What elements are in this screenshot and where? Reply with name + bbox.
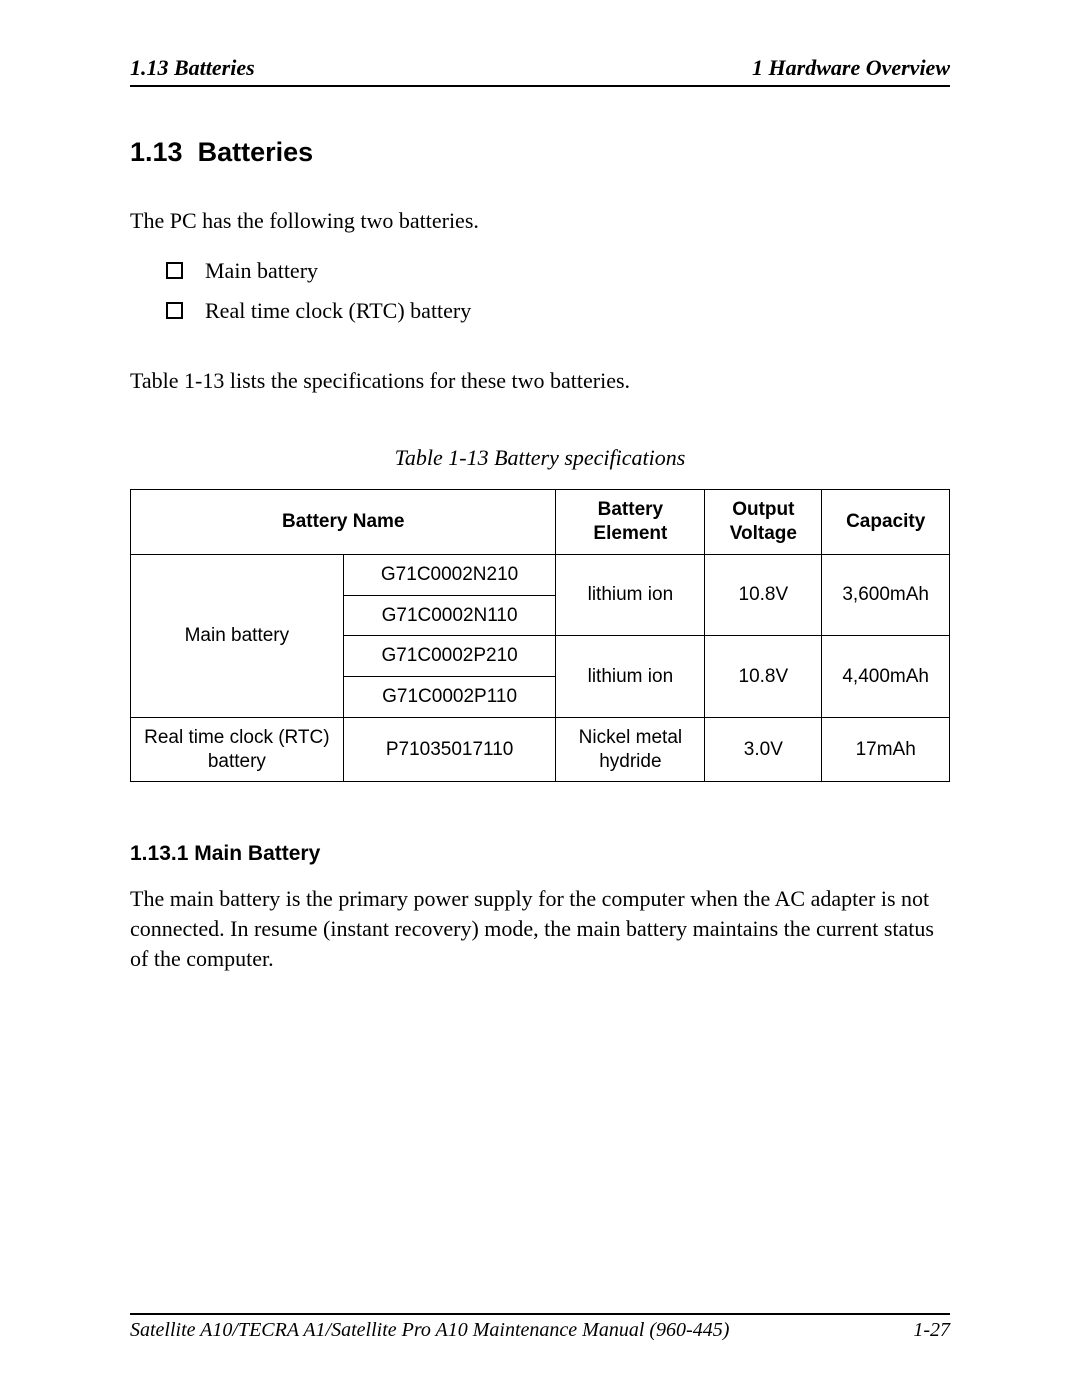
cell-capacity: 4,400mAh [822,636,950,718]
table-lead: Table 1-13 lists the specifications for … [130,366,950,396]
cell-element: Nickel metal hydride [556,717,705,782]
cell-element: lithium ion [556,554,705,636]
cell-part-number: G71C0002N210 [343,554,556,595]
list-item-label: Real time clock (RTC) battery [205,298,471,324]
cell-voltage: 10.8V [705,554,822,636]
section-heading: 1.13 Batteries [130,137,950,168]
cell-part-number: G71C0002N110 [343,595,556,636]
subsection-body: The main battery is the primary power su… [130,884,950,973]
list-item: Main battery [166,258,950,284]
running-header: 1.13 Batteries 1 Hardware Overview [130,55,950,87]
running-footer: Satellite A10/TECRA A1/Satellite Pro A10… [130,1313,950,1342]
page-content: 1.13 Batteries 1 Hardware Overview 1.13 … [130,55,950,995]
subsection-heading: 1.13.1 Main Battery [130,842,950,866]
th-battery-element: Battery Element [556,490,705,555]
checkbox-icon [166,302,183,319]
table-row: Main battery G71C0002N210 lithium ion 10… [131,554,950,595]
th-capacity: Capacity [822,490,950,555]
list-item: Real time clock (RTC) battery [166,298,950,324]
footer-rule [130,1313,950,1315]
header-right: 1 Hardware Overview [752,55,950,81]
subsection-number: 1.13.1 [130,842,188,865]
section-title: Batteries [198,137,314,167]
subsection-title: Main Battery [194,842,320,865]
checkbox-icon [166,262,183,279]
bullet-list: Main battery Real time clock (RTC) batte… [166,258,950,324]
cell-part-number: G71C0002P210 [343,636,556,677]
table-caption: Table 1-13 Battery specifications [130,445,950,471]
cell-voltage: 3.0V [705,717,822,782]
cell-part-number: P71035017110 [343,717,556,782]
th-battery-name: Battery Name [131,490,556,555]
section-number: 1.13 [130,137,183,167]
table-row: Real time clock (RTC) battery P710350171… [131,717,950,782]
list-item-label: Main battery [205,258,318,284]
table-header-row: Battery Name Battery Element Output Volt… [131,490,950,555]
cell-voltage: 10.8V [705,636,822,718]
footer-right: 1-27 [913,1319,950,1342]
battery-spec-table: Battery Name Battery Element Output Volt… [130,489,950,782]
cell-capacity: 17mAh [822,717,950,782]
th-output-voltage: Output Voltage [705,490,822,555]
cell-part-number: G71C0002P110 [343,677,556,718]
cell-battery-name: Main battery [131,554,344,717]
cell-battery-name: Real time clock (RTC) battery [131,717,344,782]
cell-element: lithium ion [556,636,705,718]
cell-capacity: 3,600mAh [822,554,950,636]
header-left: 1.13 Batteries [130,55,255,81]
footer-left: Satellite A10/TECRA A1/Satellite Pro A10… [130,1319,729,1342]
section-intro: The PC has the following two batteries. [130,206,950,236]
